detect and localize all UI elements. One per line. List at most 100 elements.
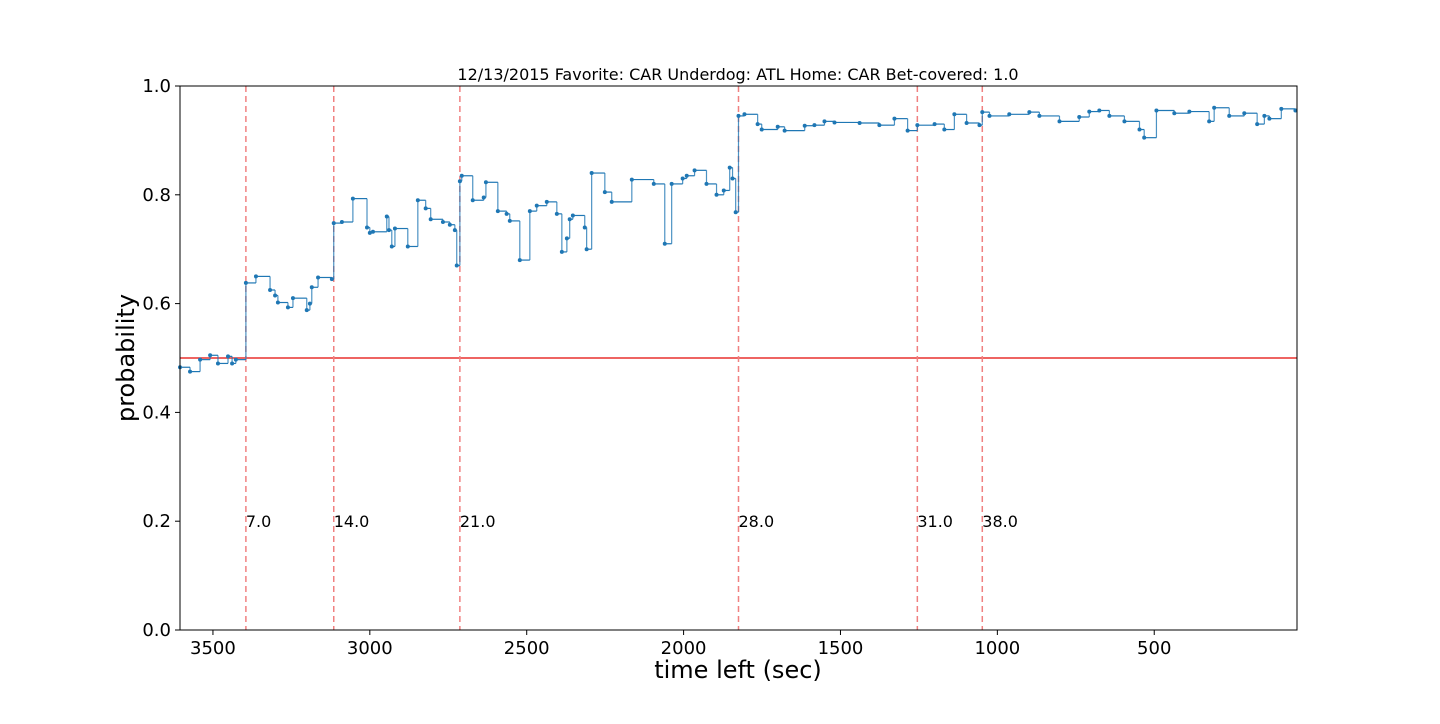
point [208,353,213,358]
point [350,196,355,201]
point [230,361,235,366]
point [669,181,674,186]
point [386,228,391,233]
point [952,112,957,117]
point [215,361,220,366]
point [1154,108,1159,113]
point [1267,116,1272,121]
point [730,176,735,181]
point [1279,106,1284,111]
annotation: 38.0 [982,512,1018,531]
y-tick-label: 1.0 [142,76,171,97]
point [307,301,312,306]
y-tick-label: 0.0 [142,620,171,641]
point [692,168,697,173]
point [339,220,344,224]
plot-frame [179,85,1298,631]
point [980,110,985,115]
point [316,275,321,280]
point [582,225,587,230]
x-tick-label: 3500 [190,638,236,659]
point [662,241,667,246]
point [775,124,780,129]
point [534,203,539,208]
point [423,206,428,211]
point [1172,111,1177,116]
point [733,210,738,215]
point [415,198,420,203]
point [389,244,394,249]
point [1137,127,1142,132]
point [759,127,764,132]
point [268,288,273,292]
point [470,198,475,203]
chart-title: 12/13/2015 Favorite: CAR Underdog: ATL H… [457,65,1018,84]
x-tick-label: 500 [1137,638,1171,659]
point [1212,105,1217,110]
point [609,199,614,204]
point [384,214,389,219]
point [584,247,589,252]
point [651,181,656,186]
annotation: 7.0 [246,512,271,531]
point [802,123,807,128]
point [188,369,193,374]
y-tick-label: 0.6 [142,294,171,315]
point [226,354,231,359]
x-tick-label: 2000 [661,638,707,659]
point [1037,113,1042,118]
point [507,218,512,223]
point [564,236,569,241]
y-axis-label: probability [112,294,140,422]
annotation: 14.0 [334,512,370,531]
point [198,357,203,362]
point [459,173,464,178]
point [782,128,787,133]
point [892,116,897,121]
point [331,221,336,226]
point [684,173,689,178]
point [727,165,732,170]
x-axis-label: time left (sec) [654,656,822,684]
y-tick-label: 0.8 [142,185,171,206]
point [1122,119,1127,124]
point [832,120,837,125]
point [1242,111,1247,116]
y-tick-label: 0.4 [142,402,171,423]
x-tick-label: 2500 [504,638,550,659]
point [370,229,375,234]
point [329,277,334,282]
point [680,176,685,181]
point [1293,108,1298,113]
x-tick-label: 1000 [974,638,1020,659]
point [447,222,452,227]
point [452,228,457,233]
point [1007,112,1012,117]
y-tick-label: 0.2 [142,511,171,532]
annotation: 21.0 [460,512,496,531]
point [504,211,509,216]
point [905,128,910,133]
point [877,123,882,128]
point [704,181,709,186]
point [290,296,295,301]
point [602,190,607,195]
point [755,122,760,127]
point [233,357,238,362]
point [1227,113,1232,118]
point [1262,113,1267,118]
point [567,217,572,222]
point [942,127,947,132]
point [367,230,372,235]
point [481,195,486,200]
point [285,305,290,310]
point [629,177,634,182]
point [1207,119,1212,124]
point [483,180,488,185]
x-tick-label: 1500 [818,638,864,659]
point [428,217,433,222]
point [721,188,726,193]
point [495,209,500,214]
